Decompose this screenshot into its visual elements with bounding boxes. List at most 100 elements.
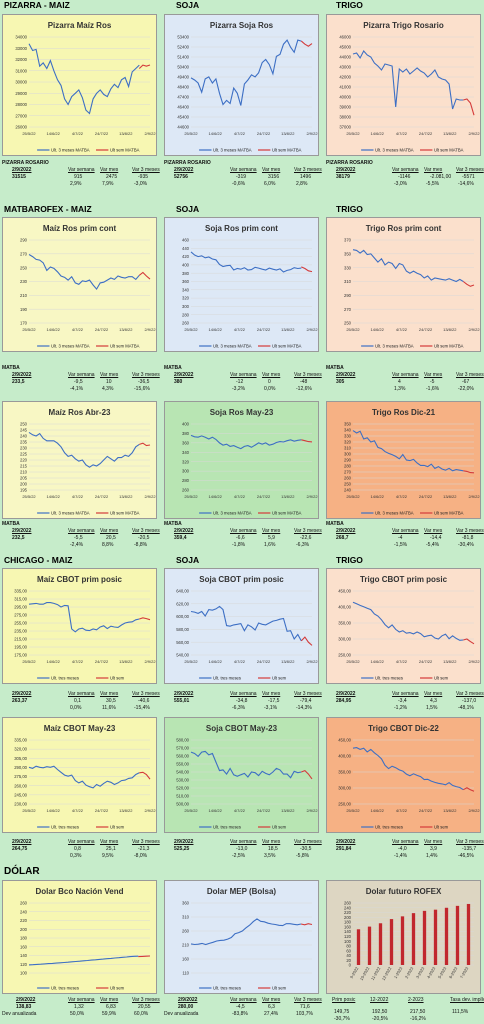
series-line-week xyxy=(138,271,151,280)
y-tick-label: 175,00 xyxy=(14,653,27,658)
section-matbarofex: MATBAROFEX - MAIZ SOJA TRIGO xyxy=(0,204,484,218)
y-tick-label: 210 xyxy=(20,293,28,298)
section-title: TRIGO xyxy=(336,0,363,10)
chart-title: Trigo CBOT Dic-22 xyxy=(368,724,439,733)
stats-value: 0,1 xyxy=(74,698,81,704)
stats-price: 263,37 xyxy=(12,698,28,704)
legend-label: Ult. tres meses xyxy=(51,825,79,830)
y-tick-label: 260 xyxy=(20,901,28,906)
stats-value: -81,8 xyxy=(462,535,474,541)
series-line xyxy=(28,602,140,633)
section-title: PIZARRA - MAIZ xyxy=(4,0,70,10)
stats-header: Var mes xyxy=(262,167,281,173)
y-tick-label: 140 xyxy=(20,953,28,958)
chart-title: Pizarra Trigo Rosario xyxy=(363,21,444,30)
section-title: SOJA xyxy=(176,204,200,214)
chart-panel: Dolar futuro ROFEX 260 240 220 200 180 160 140 1… xyxy=(326,880,481,994)
y-tick-label: 235,00 xyxy=(14,629,27,634)
x-tick-label: 14/6/22 xyxy=(209,659,223,664)
stats-block: 2/9/2022 Var semana Var mes Var 3 meses 291,… xyxy=(326,839,484,865)
y-tick-label: 180 xyxy=(20,936,28,941)
y-tick-label: 640,00 xyxy=(176,589,189,594)
stats-pct: 0,0% xyxy=(70,705,82,711)
section-title: TRIGO xyxy=(336,204,363,214)
y-tick-label: 335,00 xyxy=(14,738,27,743)
section-pizarra: PIZARRA - MAIZ SOJA TRIGO xyxy=(0,0,484,14)
stats-pct: -16,2% xyxy=(410,1016,426,1022)
x-tick-label: 25/5/22 xyxy=(22,808,36,813)
chart-svg: 35034033032031030029028027026025024025/5… xyxy=(344,422,480,516)
stats-pct: -15,6% xyxy=(134,386,150,392)
stats-value: -319 xyxy=(236,174,247,180)
stats-block: MATBA 2/9/2022 Var semana Var mes Var 3 mese… xyxy=(164,521,322,553)
stats-pct: -1,8% xyxy=(232,542,246,548)
series-line-week xyxy=(463,638,475,645)
bar xyxy=(455,905,460,965)
chart-panel: Trigo Ros Dic-21 350 340 330 320 310 300 290 280… xyxy=(326,401,481,519)
section-title: SOJA xyxy=(176,555,200,565)
x-tick-label: 14/6/22 xyxy=(371,327,385,332)
y-tick-label: 45400 xyxy=(177,115,189,120)
x-tick-label: 4/7/22 xyxy=(234,808,246,813)
x-tick-label: 13/8/22 xyxy=(119,808,133,813)
series-line-week xyxy=(462,281,475,287)
x-tick-label: 2/9/22 xyxy=(144,808,156,813)
stats-value: 20,5 xyxy=(106,535,116,541)
stats-pct: -1,2% xyxy=(394,705,408,711)
legend-label: Ult. 3 meses MATBA xyxy=(213,511,252,516)
y-tick-label: 43000 xyxy=(339,65,351,70)
legend-label: Ult. 3 meses MATBA xyxy=(51,344,90,349)
legend-label: Ult sem xyxy=(434,676,449,681)
stats-value: 1496 xyxy=(300,174,312,180)
bar xyxy=(400,916,405,965)
stats-pct: 1,6% xyxy=(264,542,276,548)
chart-panel: Trigo Ros prim cont 370 350 330 310 290 270 250… xyxy=(326,217,481,352)
stats-header: Var semana xyxy=(392,372,419,378)
stats-value: -13,0 xyxy=(236,846,248,852)
stats-price: 138,83 xyxy=(16,1004,32,1010)
y-tick-label: 33000 xyxy=(15,46,27,51)
x-tick-label: 24/7/22 xyxy=(257,659,271,664)
stats-pct: -20,5% xyxy=(372,1016,388,1022)
y-tick-label: 80 xyxy=(346,944,351,949)
chart-panel: Soja Ros prim cont 460 440 420 400 380 360 340 3… xyxy=(164,217,319,352)
stats-label: MATBA xyxy=(2,521,20,527)
y-tick-label: 240 xyxy=(344,488,352,493)
x-tick-label: 2/9/22 xyxy=(144,494,156,499)
stats-date: 2/9/2022 xyxy=(12,691,32,697)
x-tick-label: 14/6/22 xyxy=(371,494,385,499)
stats-value: 4 xyxy=(398,379,401,385)
chart-svg: 46000 45000 44000 43000 42000 41000 40000 39000… xyxy=(339,35,480,153)
x-tick-label: 14/6/22 xyxy=(371,808,385,813)
legend-label: Ult. 3 meses MATBA xyxy=(213,344,252,349)
legend-label: Ult sem MATBA xyxy=(434,148,464,153)
y-tick-label: 200 xyxy=(344,915,352,920)
x-tick-label: 2/9/22 xyxy=(306,131,318,136)
series-line xyxy=(352,50,464,110)
y-tick-label: 250 xyxy=(344,482,352,487)
stats-header: Var semana xyxy=(392,691,419,697)
stats-header: Var mes xyxy=(424,839,443,845)
y-tick-label: 27000 xyxy=(15,113,27,118)
y-tick-label: 310 xyxy=(344,279,352,284)
y-tick-label: 580,00 xyxy=(176,738,189,743)
stats-value: -20,5 xyxy=(138,535,150,541)
series-line xyxy=(28,765,140,789)
y-tick-label: 26000 xyxy=(15,125,27,130)
y-tick-label: 330 xyxy=(344,434,352,439)
stats-pct: -2,5% xyxy=(232,853,246,859)
legend-label: Ult. tres meses xyxy=(51,986,79,991)
stats-price: 52756 xyxy=(174,174,188,180)
chart-panel: Soja CBOT May-23 580,00 570,00 560,00 550,00… xyxy=(164,717,319,833)
x-tick-label: 4/7/22 xyxy=(396,131,408,136)
stats-block: PIZARRA ROSARIO 2/9/2022 Var semana Var mes… xyxy=(164,160,322,192)
y-tick-label: 450,00 xyxy=(338,738,351,743)
chart-panel: Pizarra Trigo Rosario 46000 45000 44000 4300… xyxy=(326,14,481,156)
y-tick-label: 250 xyxy=(344,321,352,326)
y-tick-label: 250 xyxy=(20,265,28,270)
y-tick-label: 230 xyxy=(20,446,28,451)
stats-pct: -5,4% xyxy=(426,542,440,548)
x-tick-label: 13/8/22 xyxy=(443,131,457,136)
